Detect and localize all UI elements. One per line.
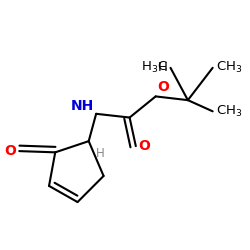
Text: NH: NH [71,98,94,112]
Text: H: H [158,61,168,74]
Text: $\mathregular{CH_3}$: $\mathregular{CH_3}$ [216,60,242,75]
Text: O: O [158,80,170,94]
Text: H: H [96,147,105,160]
Text: O: O [138,139,150,153]
Text: $\mathregular{CH_3}$: $\mathregular{CH_3}$ [216,104,242,119]
Text: $\mathregular{H_3C}$: $\mathregular{H_3C}$ [141,60,168,75]
Text: O: O [4,144,16,158]
